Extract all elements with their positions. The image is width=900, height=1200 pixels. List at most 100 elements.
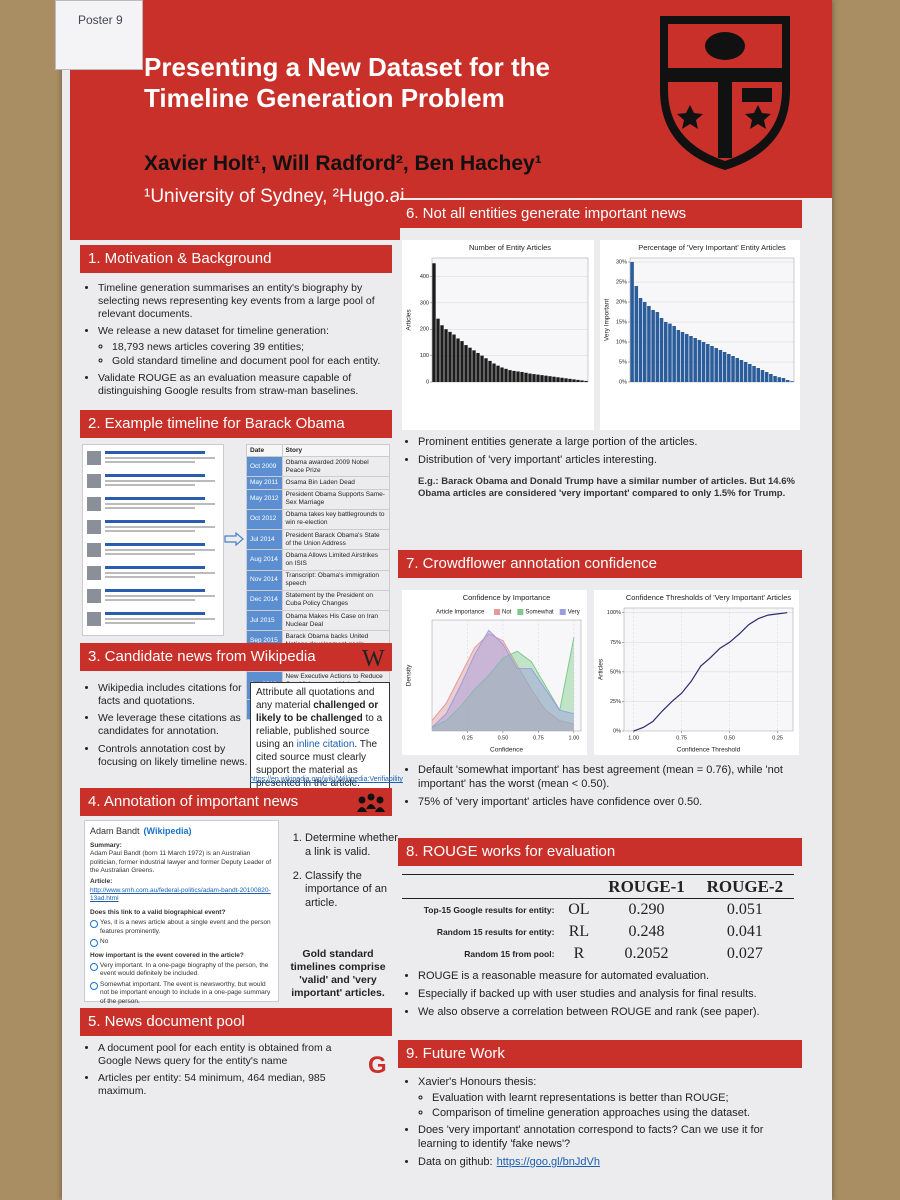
y-tick-label: 75% (610, 640, 621, 646)
table-cell: May 2012 (246, 488, 283, 510)
sub-bullet: Comparison of timeline generation approa… (432, 1107, 796, 1121)
section-header: 7. Crowdflower annotation confidence (398, 550, 802, 578)
table-cell: President Barack Obama's State of the Un… (281, 528, 391, 551)
bullet: A document pool for each entity is obtai… (98, 1042, 356, 1068)
bullet-text: We also observe a correlation between RO… (418, 1005, 760, 1018)
bar (540, 375, 544, 382)
density-area (432, 637, 574, 731)
bar (572, 379, 576, 382)
table-header-row: ROUGE-1 ROUGE-2 (402, 873, 794, 900)
section-header: 2. Example timeline for Barack Obama (80, 410, 392, 438)
table-cell: Oct 2009 (246, 456, 283, 478)
table-cell: Obama awarded 2009 Nobel Peace Prize (281, 456, 391, 478)
x-tick-label: 0.75 (676, 735, 687, 741)
result-text (105, 461, 195, 463)
bar (508, 370, 512, 382)
source-link: https://en.wikipedia.org/wiki/Wikipedia:… (250, 776, 403, 783)
annotation-form: Adam Bandt (Wikipedia) Summary: Adam Paul B… (84, 820, 279, 1018)
step: Classify the importance of an article. (305, 870, 403, 911)
bar (693, 338, 697, 382)
bullet-list: Prominent entities generate a large port… (404, 436, 808, 472)
density-area (432, 630, 574, 731)
bar (444, 329, 448, 382)
person-head (358, 796, 366, 804)
result-text (105, 457, 215, 459)
bullet-text: Especially if backed up with user studie… (418, 987, 757, 1000)
bar (764, 372, 769, 382)
table-cell: Transcript: Obama's immigration speech (281, 569, 391, 591)
bullet-text: Timeline generation summarises an entity… (98, 282, 375, 321)
bar (552, 376, 556, 382)
density-line (431, 633, 575, 725)
table-cell: May 2011 (246, 476, 283, 490)
bar (440, 325, 444, 382)
bar (731, 356, 735, 382)
bar (476, 352, 480, 382)
radio-option: Yes, it is a news article about a single… (90, 919, 273, 936)
legend-swatch (494, 609, 500, 615)
bar (663, 322, 668, 382)
bar (777, 377, 782, 382)
bar (472, 350, 476, 382)
blank-header (402, 873, 561, 900)
bar (456, 338, 460, 382)
entity-name: Adam Bandt (Wikipedia) (90, 826, 273, 838)
table-header-cell: ROUGE-2 (695, 873, 794, 900)
sub-list: Evaluation with learnt representations i… (418, 1092, 796, 1121)
authors: Xavier Holt¹, Will Radford², Ben Hachey¹ (144, 152, 542, 175)
y-tick-label: 30% (616, 259, 627, 265)
section-header: 1. Motivation & Background (80, 245, 392, 273)
result-text (105, 618, 215, 620)
y-tick-label: 300 (420, 300, 429, 306)
bar (706, 344, 710, 382)
y-tick-label: 400 (420, 274, 429, 280)
summary-label: Summary: (90, 841, 122, 849)
section-header: 5. News document pool (80, 1008, 392, 1036)
people-icon (357, 793, 385, 812)
section-header: 6. Not all entities generate important n… (398, 200, 802, 228)
bullet-text: Wikipedia includes citations for facts a… (98, 682, 242, 708)
table-header-row: Date Story (246, 443, 391, 458)
bullet-text: Xavier's Honours thesis: (418, 1076, 537, 1088)
result-text (105, 480, 215, 482)
bullet-text: Validate ROUGE as an evaluation measure … (98, 371, 359, 397)
bullet-text: Default 'somewhat important' has best ag… (418, 764, 783, 790)
table-row: Nov 2014 Transcript: Obama's immigration … (246, 569, 391, 591)
thumbnail (87, 589, 101, 603)
question: Does this link to a valid biographical e… (90, 908, 226, 916)
bar (504, 368, 508, 382)
sub-bullet: 18,793 news articles covering 39 entitie… (112, 341, 388, 354)
bullet: Data on github:https://goo.gl/bnJdVh (418, 1156, 796, 1170)
bullet: We leverage these citations as candidate… (98, 712, 248, 738)
bullet-list: Xavier's Honours thesis: Evaluation with … (404, 1076, 796, 1170)
table-row: Aug 2014 Obama Allows Limited Airstrikes … (246, 549, 391, 571)
result-headline (105, 566, 205, 569)
result-text (105, 484, 195, 486)
line (633, 612, 788, 732)
density-area (432, 633, 574, 731)
chart-title: Number of Entity Articles (469, 243, 551, 252)
arrow-shape (224, 532, 244, 546)
section-header: 4. Annotation of important news (80, 788, 392, 816)
x-tick-label: 0.75 (533, 735, 544, 741)
result-text (105, 553, 195, 555)
table-cell: Statement by the President on Cuba Polic… (281, 589, 391, 612)
chart: Percentage of 'Very Important' Entity Ar… (600, 240, 800, 430)
section-body: Xavier's Honours thesis: Evaluation with … (404, 1076, 796, 1196)
bar (436, 318, 440, 382)
result-text (105, 549, 215, 551)
bullet-text: We leverage these citations as candidate… (98, 712, 241, 738)
y-tick-label: 200 (420, 327, 429, 333)
thumbnail (87, 612, 101, 626)
density-line (431, 637, 575, 728)
rouge-table: ROUGE-1 ROUGE-2 Top-15 Google results for … (402, 873, 794, 965)
bullet-text: Articles per entity: 54 minimum, 464 med… (98, 1072, 326, 1098)
thumbnail (87, 451, 101, 465)
bar (464, 345, 468, 382)
bullet-list: A document pool for each entity is obtai… (84, 1042, 356, 1099)
y-tick-label: 25% (610, 699, 621, 705)
row-label: Random 15 results for entity: (436, 926, 555, 937)
table-cell: Obama Allows Limited Airstrikes on ISIS (281, 549, 391, 571)
table-row: Top-15 Google results for entity: OL 0.290… (402, 899, 794, 922)
thumbnail (87, 497, 101, 511)
